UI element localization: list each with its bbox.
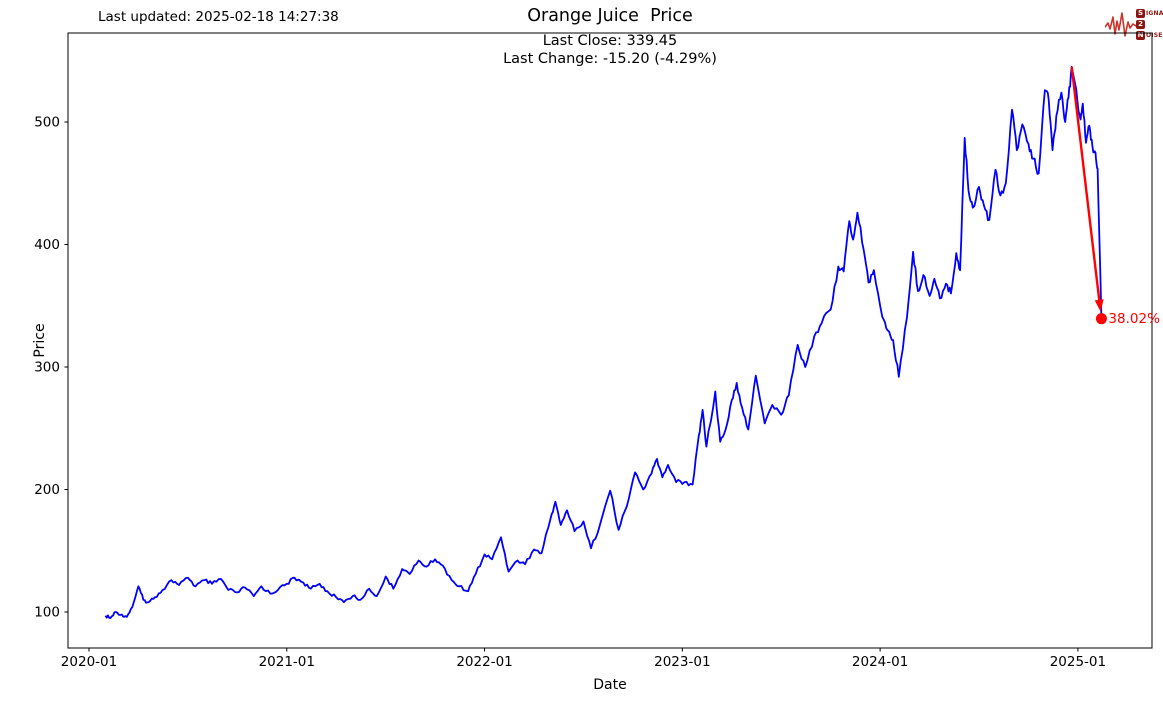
axes: 100 200 300 400 500 2020-01 2021-01 2022-01 2023… [32, 32, 1153, 693]
y-tick-label: 200 [34, 482, 60, 498]
y-tick-label: 500 [34, 115, 60, 131]
logo-row: 2 [1136, 19, 1163, 29]
signal-2-noise-logo: SIGNAL2NOISE [1105, 3, 1163, 45]
last-updated-text: Last updated: 2025-02-18 14:27:38 [98, 9, 339, 25]
last-close-text: Last Close: 339.45 [542, 33, 678, 49]
x-tick-label: 2021-01 [259, 654, 315, 670]
last-price-dot [1095, 313, 1107, 325]
drawdown-annotation: 38.02% [1070, 66, 1160, 327]
x-axis-label: Date [593, 677, 626, 693]
price-line [104, 66, 1103, 619]
logo-row: SIGNAL [1136, 8, 1163, 18]
x-tick-label: 2022-01 [456, 654, 512, 670]
chart-subtitle: Last Close: 339.45 Last Change: -15.20 (… [68, 33, 1152, 68]
x-tick-label: 2020-01 [61, 654, 117, 670]
last-change-text: Last Change: -15.20 (-4.29%) [503, 50, 717, 67]
logo-text: SIGNAL2NOISE [1136, 8, 1163, 40]
y-tick-label: 400 [34, 237, 60, 253]
drawdown-label: 38.02% [1108, 311, 1160, 327]
logo-row: N OISE [1136, 30, 1163, 40]
y-tick-label: 300 [34, 360, 60, 376]
x-tick-label: 2024-01 [852, 654, 908, 670]
y-axis-label: Price [32, 323, 48, 357]
x-tick-label: 2025-01 [1050, 654, 1106, 670]
chart-title: Orange Juice Price [527, 6, 693, 26]
x-tick-label: 2023-01 [654, 654, 710, 670]
y-tick-label: 100 [34, 605, 60, 621]
waveform-icon [1105, 12, 1139, 37]
